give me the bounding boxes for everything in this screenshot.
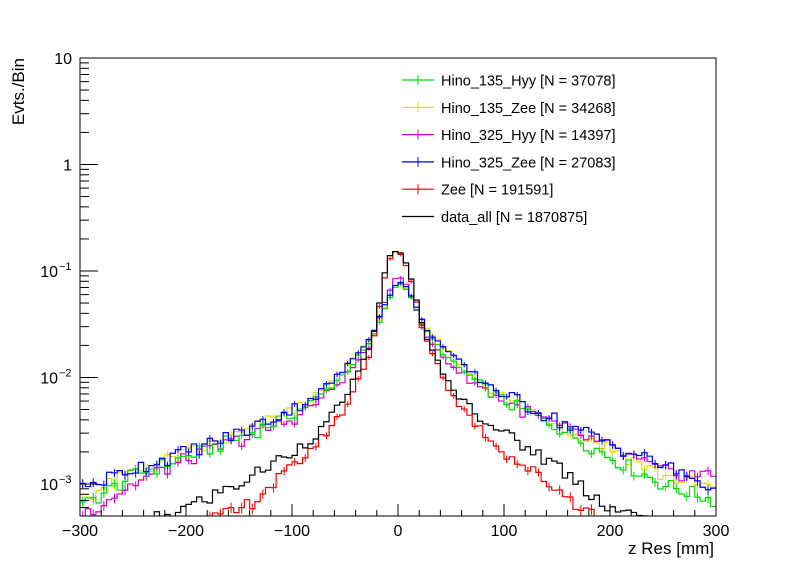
legend-label: Hino_325_Hyy [N = 14397] [441, 128, 616, 144]
x-tick-label: −200 [168, 523, 204, 540]
legend: Hino_135_Hyy [N = 37078] Hino_135_Zee [N … [402, 74, 616, 226]
legend-item: Hino_325_Zee [N = 27083] [402, 155, 616, 171]
y-tick-label: 10 [40, 264, 58, 281]
series-4 [80, 280, 716, 495]
legend-item: Hino_325_Hyy [N = 14397] [402, 128, 616, 144]
y-tick-exponent: −3 [59, 474, 72, 486]
y-axis-label: Evts./Bin [9, 58, 28, 125]
x-tick-label: 300 [703, 523, 730, 540]
x-tick-label: 100 [491, 523, 518, 540]
y-tick-exponent: −1 [59, 261, 72, 273]
legend-label: data_all [N = 1870875] [441, 210, 587, 226]
legend-label: Hino_135_Hyy [N = 37078] [441, 74, 616, 90]
x-tick-label: 0 [394, 523, 403, 540]
y-tick-label: 10 [40, 370, 58, 387]
y-tick-label: 1 [63, 157, 72, 174]
y-tick-exponent: −2 [59, 367, 72, 379]
legend-label: Zee [N = 191591] [441, 183, 553, 199]
x-tick-label: 200 [597, 523, 624, 540]
x-axis-label: z Res [mm] [628, 539, 714, 558]
y-tick-label: 10 [40, 477, 58, 494]
legend-item: data_all [N = 1870875] [402, 210, 587, 226]
legend-item: Hino_135_Zee [N = 34268] [402, 101, 616, 117]
x-tick-label: −100 [274, 523, 310, 540]
y-tick-label: 10 [54, 51, 72, 68]
x-tick-label: −300 [62, 523, 98, 540]
series-line [80, 281, 716, 491]
legend-label: Hino_135_Zee [N = 34268] [441, 101, 616, 117]
legend-item: Zee [N = 191591] [402, 183, 553, 199]
legend-label: Hino_325_Zee [N = 27083] [441, 155, 616, 171]
legend-item: Hino_135_Hyy [N = 37078] [402, 74, 616, 90]
